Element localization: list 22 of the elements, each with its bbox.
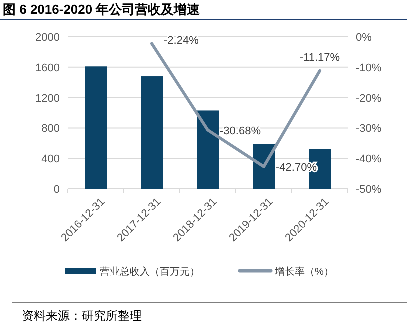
y2-tick-label: -30% xyxy=(356,123,382,136)
text: 资料来源：研究所整理 xyxy=(22,309,142,323)
y-tick-label: 400 xyxy=(42,154,60,166)
y2-tick-label: -50% xyxy=(356,184,382,196)
data-label: -2.24% xyxy=(164,34,200,47)
y-tick-label: 2000 xyxy=(36,32,60,44)
y2-tick-label: -40% xyxy=(356,154,382,166)
bar xyxy=(197,110,219,189)
legend-label: 增长率（%） xyxy=(274,266,334,278)
bar xyxy=(85,66,107,189)
y-tick-label: 1200 xyxy=(36,92,60,105)
legend-label: 营业总收入（百万元） xyxy=(100,266,200,278)
y-tick-label: 1600 xyxy=(36,62,60,74)
y2-tick-label: 0% xyxy=(356,32,372,44)
y2-tick-label: -10% xyxy=(356,62,382,74)
y-tick-label: 0 xyxy=(54,184,60,196)
data-label: -30.68% xyxy=(220,125,262,138)
bar xyxy=(141,76,163,189)
y2-tick-label: -20% xyxy=(356,92,382,105)
chart-title: 图 6 2016-2020 年公司营收及增速 xyxy=(3,2,202,17)
y-tick-label: 800 xyxy=(42,123,60,136)
data-label: -11.17% xyxy=(300,52,340,64)
